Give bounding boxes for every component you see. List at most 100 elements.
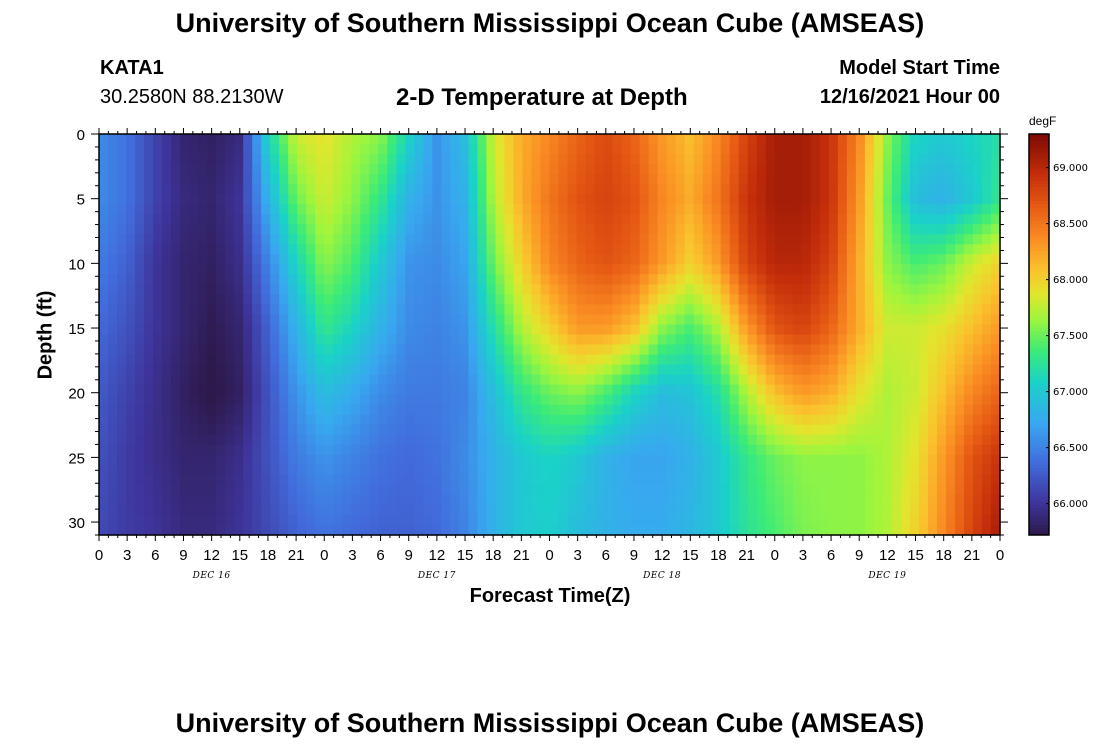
heatmap-cell bbox=[441, 254, 451, 265]
heatmap-cell bbox=[396, 204, 406, 215]
heatmap-cell bbox=[882, 494, 893, 506]
heatmap-cell bbox=[756, 154, 767, 165]
x-tick-label: 21 bbox=[513, 547, 530, 564]
heatmap-cell bbox=[909, 404, 920, 416]
colorbar-tick-label: 67.000 bbox=[1053, 387, 1088, 398]
heatmap-cell bbox=[279, 494, 289, 506]
heatmap-cell bbox=[792, 304, 803, 316]
heatmap-cell bbox=[765, 174, 776, 185]
heatmap-cell bbox=[513, 244, 524, 255]
heatmap-cell bbox=[252, 214, 262, 225]
heatmap-cell bbox=[891, 274, 902, 285]
colorbar-swatch bbox=[1029, 387, 1049, 392]
heatmap-cell bbox=[774, 504, 785, 516]
heatmap-cell bbox=[549, 334, 560, 346]
heatmap-cell bbox=[144, 244, 154, 255]
heatmap-cell bbox=[918, 524, 929, 536]
heatmap-cell bbox=[909, 414, 920, 426]
heatmap-cell bbox=[198, 334, 208, 346]
heatmap-cell bbox=[873, 134, 884, 145]
heatmap-cell bbox=[378, 184, 388, 195]
heatmap-cell bbox=[261, 254, 271, 265]
heatmap-cell bbox=[684, 304, 695, 316]
heatmap-cell bbox=[180, 354, 190, 366]
heatmap-cell bbox=[567, 464, 578, 476]
heatmap-cell bbox=[702, 294, 713, 306]
heatmap-cell bbox=[531, 524, 542, 536]
heatmap-cell bbox=[540, 154, 551, 165]
heatmap-cell bbox=[189, 384, 199, 396]
heatmap-cell bbox=[675, 264, 686, 275]
heatmap-cell bbox=[918, 474, 929, 486]
heatmap-cell bbox=[369, 394, 379, 406]
heatmap-cell bbox=[396, 374, 406, 386]
heatmap-cell bbox=[630, 484, 641, 496]
heatmap-cell bbox=[162, 514, 172, 526]
heatmap-cell bbox=[450, 514, 460, 526]
heatmap-cell bbox=[216, 494, 226, 506]
heatmap-cell bbox=[486, 224, 497, 235]
heatmap-cell bbox=[450, 414, 460, 426]
heatmap-cell bbox=[675, 524, 686, 536]
heatmap-cell bbox=[891, 434, 902, 446]
heatmap-cell bbox=[108, 194, 118, 205]
heatmap-cell bbox=[252, 464, 262, 476]
heatmap-cell bbox=[783, 164, 794, 175]
x-tick-label: 9 bbox=[179, 547, 187, 564]
heatmap-cell bbox=[414, 324, 424, 336]
heatmap-cell bbox=[531, 194, 542, 205]
heatmap-cell bbox=[621, 404, 632, 416]
heatmap-cell bbox=[711, 194, 722, 205]
colorbar-swatch bbox=[1029, 187, 1049, 192]
heatmap-cell bbox=[702, 224, 713, 235]
heatmap-cell bbox=[981, 504, 992, 516]
heatmap-cell bbox=[729, 284, 740, 296]
heatmap-cell bbox=[756, 504, 767, 516]
heatmap-cell bbox=[315, 454, 325, 466]
heatmap-cell bbox=[486, 184, 497, 195]
heatmap-cell bbox=[252, 154, 262, 165]
heatmap-cell bbox=[369, 224, 379, 235]
heatmap-cell bbox=[486, 414, 497, 426]
heatmap-cell bbox=[747, 504, 758, 516]
heatmap-cell bbox=[189, 204, 199, 215]
heatmap-cell bbox=[495, 414, 506, 426]
heatmap-cell bbox=[585, 384, 596, 396]
heatmap-cell bbox=[216, 314, 226, 326]
heatmap-cell bbox=[837, 144, 848, 155]
heatmap-cell bbox=[684, 204, 695, 215]
heatmap-cell bbox=[261, 184, 271, 195]
heatmap-cell bbox=[234, 444, 244, 456]
heatmap-cell bbox=[918, 284, 929, 296]
colorbar-swatch bbox=[1029, 324, 1049, 329]
heatmap-cell bbox=[864, 254, 875, 265]
heatmap-cell bbox=[945, 304, 956, 316]
heatmap-cell bbox=[297, 284, 307, 296]
heatmap-cell bbox=[342, 244, 352, 255]
heatmap-cell bbox=[864, 434, 875, 446]
heatmap-cell bbox=[783, 434, 794, 446]
heatmap-cell bbox=[540, 464, 551, 476]
heatmap-cell bbox=[693, 204, 704, 215]
heatmap-cell bbox=[873, 364, 884, 376]
heatmap-cell bbox=[162, 164, 172, 175]
heatmap-cell bbox=[747, 424, 758, 436]
heatmap-cell bbox=[702, 394, 713, 406]
heatmap-cell bbox=[639, 264, 650, 275]
heatmap-cell bbox=[585, 154, 596, 165]
heatmap-cell bbox=[828, 214, 839, 225]
heatmap-cell bbox=[441, 224, 451, 235]
heatmap-cell bbox=[441, 494, 451, 506]
heatmap-cell bbox=[954, 144, 965, 155]
heatmap-cell bbox=[936, 344, 947, 356]
heatmap-cell bbox=[387, 204, 397, 215]
heatmap-cell bbox=[216, 414, 226, 426]
heatmap-cell bbox=[531, 274, 542, 285]
heatmap-cell bbox=[108, 164, 118, 175]
heatmap-cell bbox=[639, 414, 650, 426]
heatmap-cell bbox=[972, 514, 983, 526]
heatmap-cell bbox=[108, 144, 118, 155]
heatmap-cell bbox=[540, 254, 551, 265]
colorbar-swatch bbox=[1029, 331, 1049, 335]
colorbar-swatch bbox=[1029, 287, 1049, 292]
